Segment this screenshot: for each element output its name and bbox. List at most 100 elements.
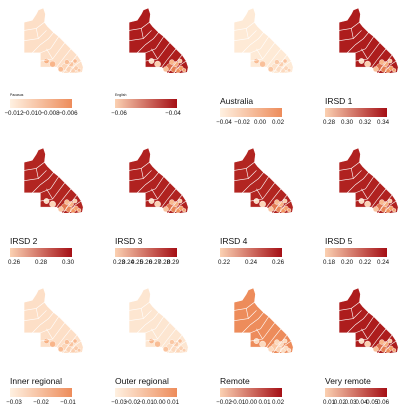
legend-title: Outer regional <box>115 376 169 386</box>
region-boundary <box>136 312 159 334</box>
region-sa2 <box>169 339 175 345</box>
region-boundary <box>350 308 354 319</box>
region-boundary <box>68 60 82 74</box>
region-sa2 <box>259 60 266 68</box>
region-sa2 <box>282 58 288 64</box>
region-boundary <box>266 48 282 68</box>
region-sa2 <box>169 59 175 65</box>
region-boundary <box>361 188 368 200</box>
region-sa2 <box>387 338 393 344</box>
region-sa2 <box>154 200 161 208</box>
region-sa2 <box>387 58 393 64</box>
region-boundary <box>167 54 183 74</box>
legend-title: Australia <box>220 96 254 106</box>
legend-title: IRSD 5 <box>325 236 353 246</box>
choropleth-map <box>233 147 294 214</box>
region-boundary <box>140 168 144 179</box>
region-fill <box>23 7 84 74</box>
region-boundary <box>272 54 288 74</box>
region-sa2 <box>283 345 289 351</box>
region-boundary <box>151 48 158 60</box>
region-boundary <box>68 340 82 354</box>
legend-tick-label: 0.02 <box>333 399 346 406</box>
legend-tick-label: 0.02 <box>271 399 285 406</box>
region-boundary <box>245 28 249 39</box>
region-boundary <box>272 334 288 354</box>
region-boundary <box>250 182 276 202</box>
region-boundary <box>161 328 177 348</box>
region-boundary <box>145 176 164 194</box>
region-boundary <box>68 200 82 214</box>
region-boundary <box>233 162 255 171</box>
legend-tick-label: 0.26 <box>139 259 153 266</box>
region-boundary <box>173 340 187 354</box>
region-sa2 <box>387 198 393 204</box>
region-boundary <box>278 340 292 354</box>
region-sa2 <box>154 340 161 348</box>
region-sa2 <box>364 200 371 208</box>
choropleth-map <box>233 287 294 354</box>
region-sa2 <box>177 198 183 204</box>
region-sa2 <box>364 340 371 348</box>
region-sa2 <box>72 198 78 204</box>
legend-tick-label: 0.23 <box>112 259 126 266</box>
map-panel-7: IRSD 4 0.22 0.24 0.26 <box>210 140 315 280</box>
region-sa2 <box>182 208 187 213</box>
legend-title: Pacasus <box>10 93 24 97</box>
legend-tick-label: −0.06 <box>111 110 127 117</box>
region-sa2 <box>358 58 365 64</box>
map-panel-3: Australia −0.04 −0.02 0.00 0.02 <box>210 0 315 140</box>
region-boundary <box>173 60 187 74</box>
region-sa2 <box>282 198 288 204</box>
region-fill <box>233 7 294 74</box>
region-boundary <box>250 316 269 334</box>
legend-colorbar <box>220 388 282 397</box>
region-boundary <box>161 188 177 208</box>
region-boundary <box>250 176 269 194</box>
map-panel-1: Pacasus −0.012 −0.010 −0.008 −0.006 <box>0 0 105 140</box>
region-sa2 <box>372 206 379 213</box>
region-boundary <box>355 316 374 334</box>
region-sa2 <box>72 58 78 64</box>
legend-tick-label: 0.01 <box>322 399 336 406</box>
region-boundary <box>35 28 39 39</box>
region-boundary <box>355 36 374 54</box>
region-boundary <box>23 302 45 311</box>
region-boundary <box>173 200 187 214</box>
region-boundary <box>23 310 47 321</box>
region-boundary <box>128 302 150 311</box>
region-boundary <box>233 22 255 31</box>
legend-tick-label: −0.03 <box>6 399 22 406</box>
region-boundary <box>355 182 381 202</box>
region-fill <box>338 7 399 74</box>
region-fill <box>338 287 399 354</box>
region-boundary <box>338 30 362 41</box>
region-boundary <box>46 328 53 340</box>
legend-tick-label: 0.00 <box>244 399 258 406</box>
region-sa2 <box>379 339 385 345</box>
region-sa2 <box>253 338 260 344</box>
legend-tick-label: −0.010 <box>22 110 42 117</box>
legend-tick-label: −0.03 <box>111 399 127 406</box>
region-boundary <box>136 172 159 194</box>
region-fill <box>23 287 84 354</box>
choropleth-map <box>128 287 189 354</box>
region-boundary <box>371 48 387 68</box>
region-boundary <box>128 30 152 41</box>
region-sa2 <box>364 60 371 68</box>
legend-tick-label: 0.00 <box>253 119 267 126</box>
region-sa2 <box>283 65 289 71</box>
region-sa2 <box>73 345 79 351</box>
legend-title: Inner regional <box>10 376 62 386</box>
legend-tick-label: −0.006 <box>58 110 78 117</box>
region-sa2 <box>267 346 274 353</box>
region-boundary <box>62 54 78 74</box>
region-sa2 <box>287 208 292 213</box>
region-boundary <box>250 42 276 62</box>
region-sa2 <box>77 68 82 73</box>
legend-tick-label: 0.22 <box>217 259 231 266</box>
region-boundary <box>128 22 150 31</box>
region-sa2 <box>372 66 379 73</box>
region-boundary <box>266 328 282 348</box>
region-sa2 <box>73 205 79 211</box>
